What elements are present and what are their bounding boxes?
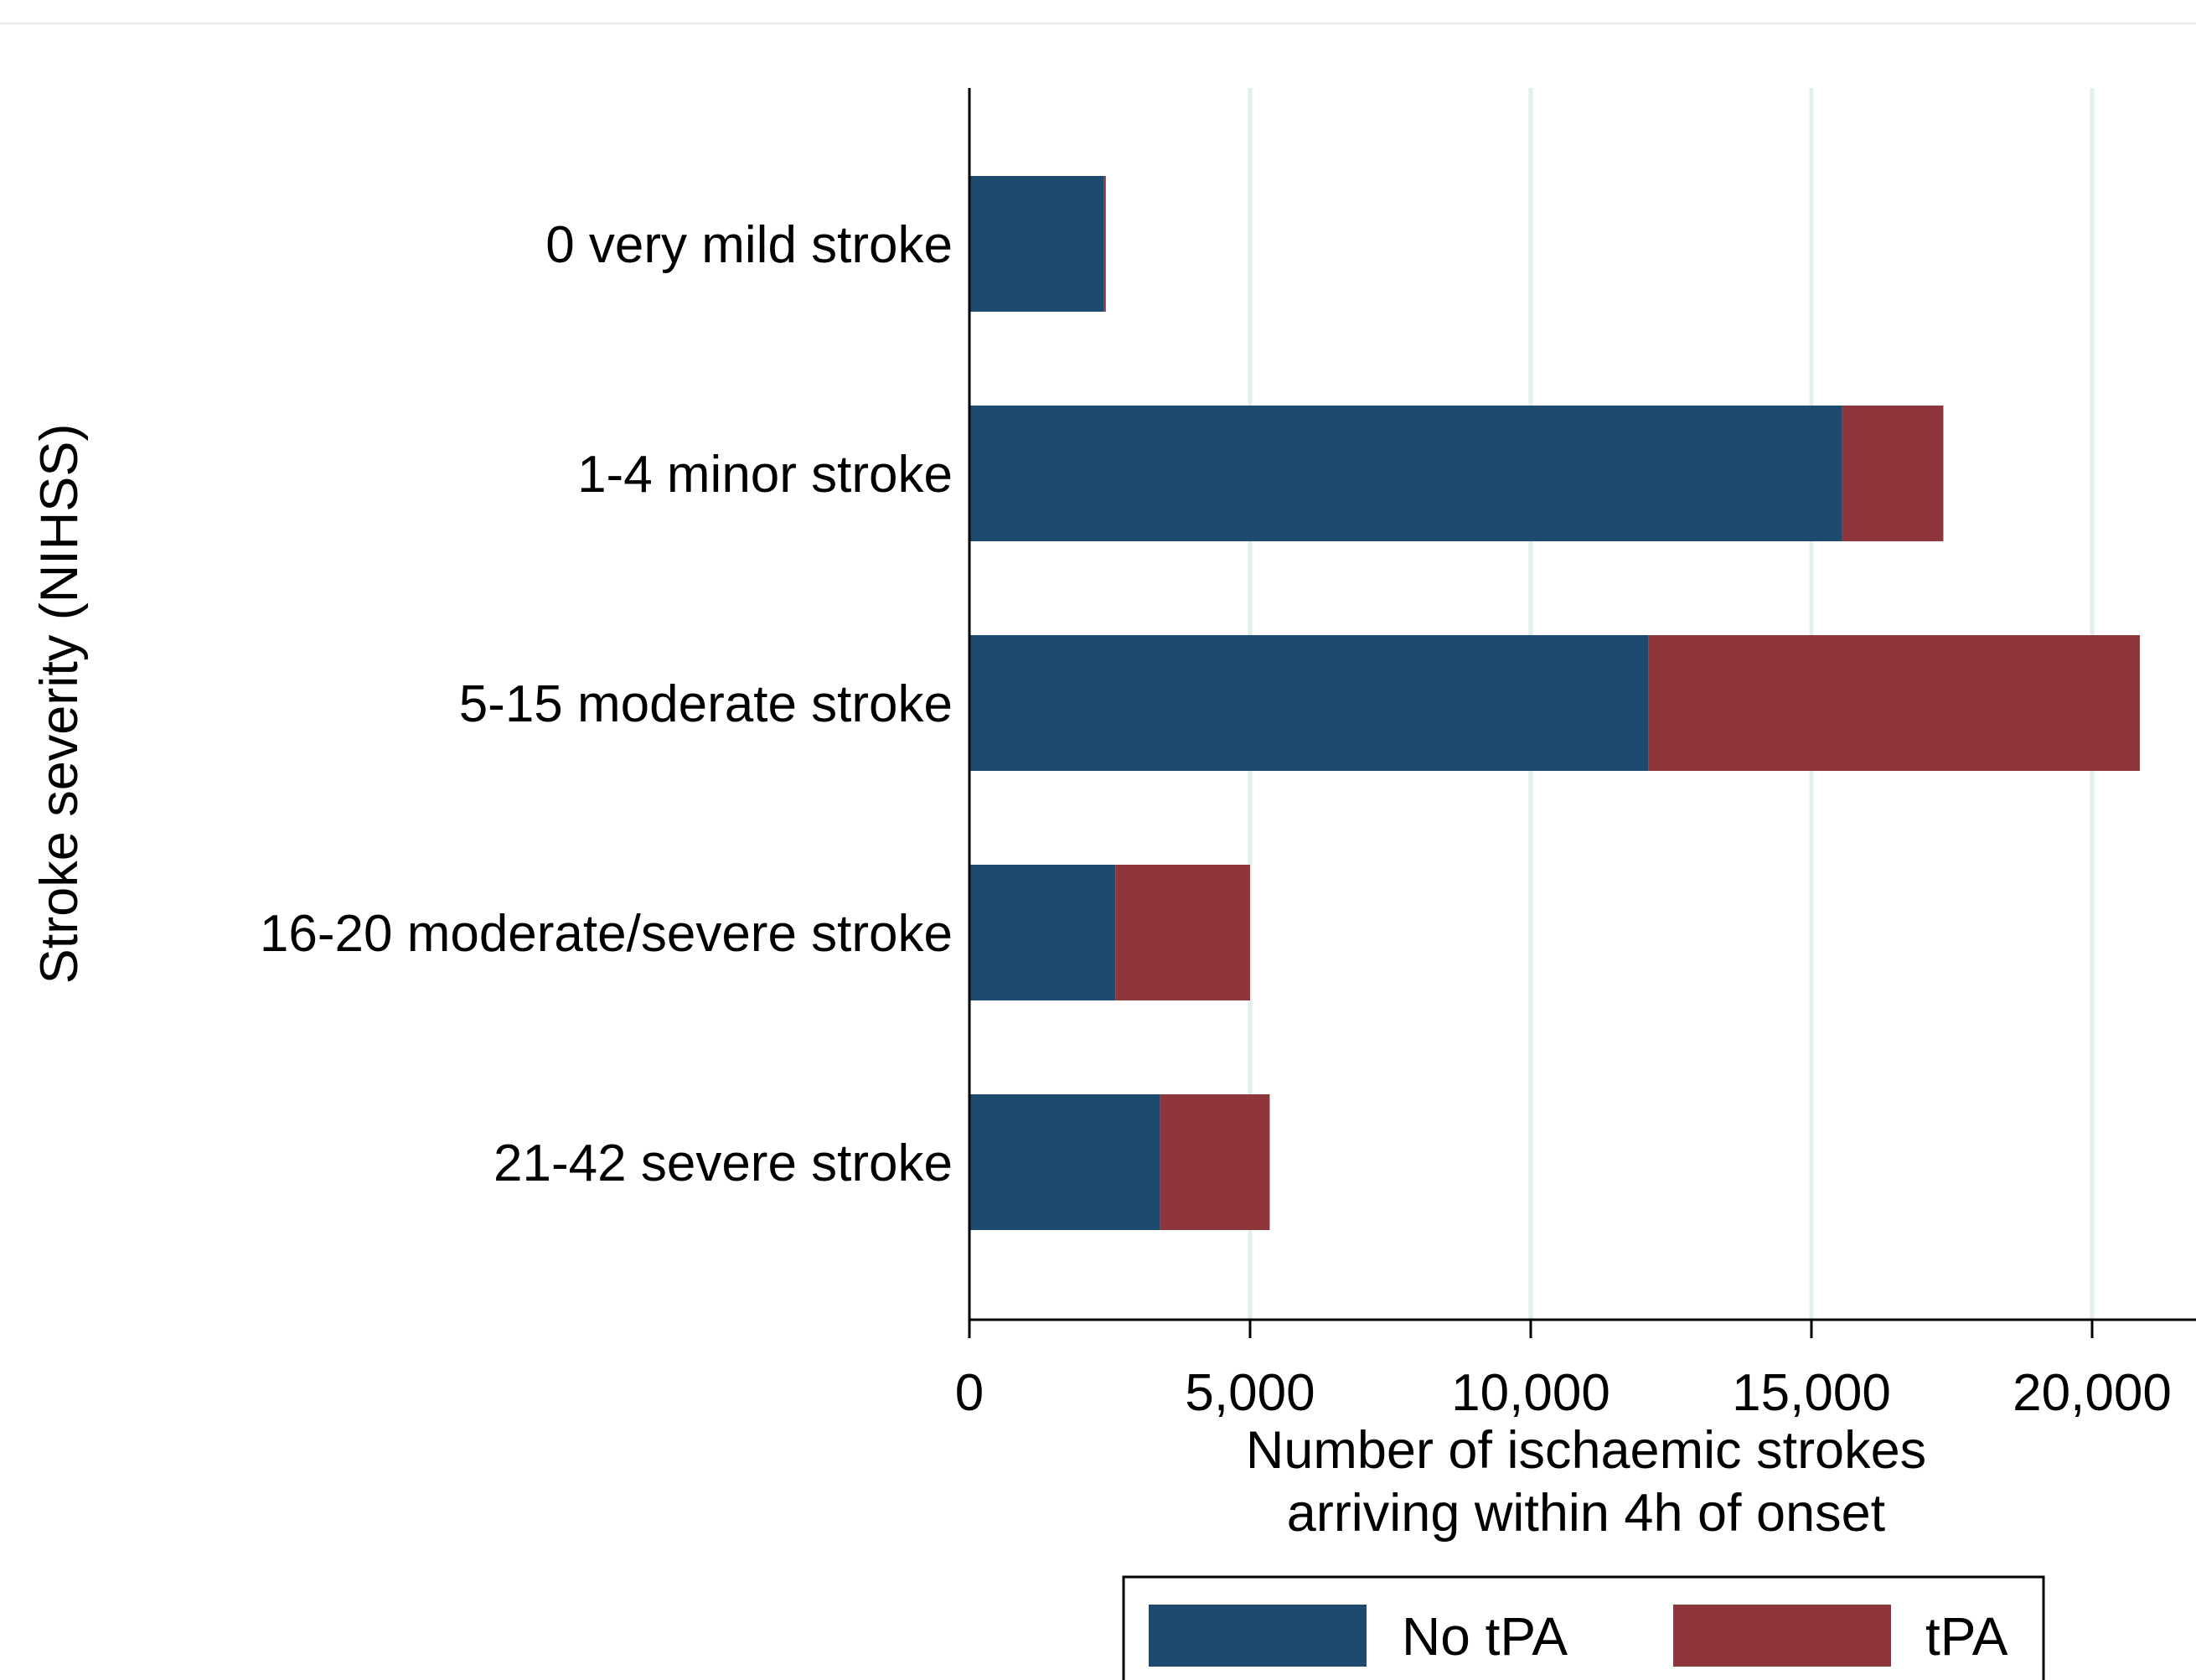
y-axis-title: Stroke severity (NIHSS) <box>30 424 89 985</box>
y-tick-label: 1-4 minor stroke <box>577 446 953 504</box>
legend: No tPA tPA <box>1122 1575 2045 1680</box>
x-tick-label: 15,000 <box>1732 1364 1891 1422</box>
y-tick-labels: 0 very mild stroke 1-4 minor stroke 5-15 m… <box>260 216 953 1192</box>
legend-swatch-no-tpa <box>1149 1605 1367 1667</box>
bar-tpa-4 <box>1160 1094 1270 1230</box>
bar-no-tpa-3 <box>969 865 1116 1000</box>
y-tick-label: 0 very mild stroke <box>545 216 953 274</box>
bar-tpa-2 <box>1648 635 2140 771</box>
bar-tpa-1 <box>1842 406 1944 541</box>
x-tick-label: 5,000 <box>1185 1364 1315 1422</box>
bar-tpa-3 <box>1115 865 1250 1000</box>
bar-no-tpa-0 <box>969 176 1104 312</box>
x-axis-title-line-1: Number of ischaemic strokes <box>1246 1421 1926 1480</box>
legend-label-tpa: tPA <box>1925 1606 2008 1667</box>
x-tick-label: 10,000 <box>1451 1364 1610 1422</box>
legend-swatch-tpa <box>1673 1605 1891 1667</box>
y-tick-label: 21-42 severe stroke <box>493 1135 953 1192</box>
y-tick-label: 16-20 moderate/severe stroke <box>260 905 953 963</box>
x-tick-label: 0 <box>955 1364 984 1422</box>
legend-label-no-tpa: No tPA <box>1402 1606 1568 1667</box>
bar-no-tpa-4 <box>969 1094 1160 1230</box>
bar-no-tpa-2 <box>969 635 1649 771</box>
bar-tpa-0 <box>1103 176 1106 312</box>
x-axis-title-line-2: arriving within 4h of onset <box>1287 1484 1886 1543</box>
x-tick-label: 20,000 <box>2013 1364 2172 1422</box>
bars <box>969 176 2140 1230</box>
x-tick-labels: 0 5,000 10,000 15,000 20,000 <box>955 1320 2172 1422</box>
y-tick-label: 5-15 moderate stroke <box>459 675 953 733</box>
bar-no-tpa-1 <box>969 406 1842 541</box>
